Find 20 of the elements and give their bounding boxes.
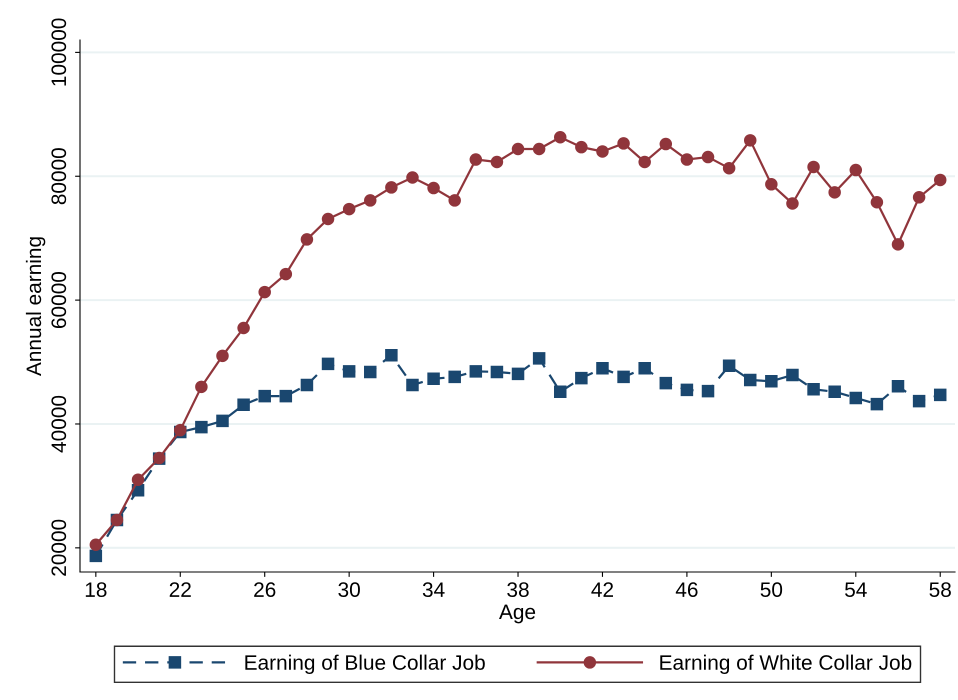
- x-tick-label: 18: [86, 582, 107, 598]
- x-tick-label: 26: [254, 582, 276, 598]
- x-tick-label: 50: [760, 582, 782, 598]
- x-tick-label: 34: [422, 582, 445, 598]
- legend-label: Earning of White Collar Job: [660, 654, 912, 674]
- legend-label: Earning of Blue Collar Job: [245, 654, 485, 674]
- x-tick-label: 22: [170, 582, 191, 597]
- y-tick-label: 40000: [51, 396, 66, 452]
- x-axis-title: Age: [499, 604, 536, 624]
- x-tick-label: 42: [591, 582, 614, 597]
- x-tick-label: 46: [676, 582, 698, 598]
- y-tick-label: 20000: [51, 520, 66, 576]
- y-tick-label: 60000: [51, 272, 66, 328]
- x-tick-label: 54: [845, 582, 867, 598]
- x-tick-label: 30: [338, 582, 360, 598]
- y-tick-label: 80000: [51, 148, 66, 204]
- x-tick-label: 38: [507, 582, 529, 598]
- x-tick-label: 58: [929, 582, 951, 598]
- y-axis-title: Annual earning: [26, 237, 46, 376]
- y-tick-label: 100000: [51, 18, 66, 86]
